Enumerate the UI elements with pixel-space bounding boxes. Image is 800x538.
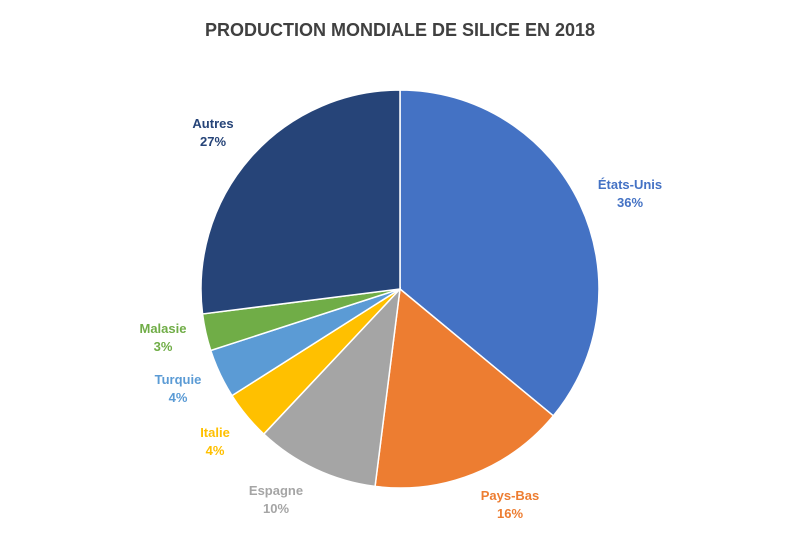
chart-title: PRODUCTION MONDIALE DE SILICE EN 2018: [205, 20, 595, 40]
pie-slices: [200, 89, 600, 489]
slice-value-label: 10%: [263, 501, 289, 516]
slice-value-label: 4%: [169, 390, 188, 405]
slice-label: Italie: [200, 425, 230, 440]
slice-value-label: 36%: [617, 195, 643, 210]
slice-label: Malasie: [140, 321, 187, 336]
pie-slice-autres: [200, 89, 401, 315]
slice-value-label: 16%: [497, 506, 523, 521]
slice-label: Espagne: [249, 483, 303, 498]
slice-label: Turquie: [155, 372, 202, 387]
slice-value-label: 4%: [206, 443, 225, 458]
pie-slice-etats-unis: [399, 89, 600, 417]
slice-value-label: 3%: [154, 339, 173, 354]
slice-label: Autres: [192, 116, 233, 131]
slice-label: États-Unis: [598, 177, 662, 192]
pie-slice-espagne: [262, 286, 402, 488]
slice-labels: États-Unis 36% Pays-Bas 16% Espagne 10% Italie…: [140, 116, 663, 521]
slice-value-label: 27%: [200, 134, 226, 149]
slice-label: Pays-Bas: [481, 488, 540, 503]
pie-slice-pays-bas: [374, 287, 555, 489]
